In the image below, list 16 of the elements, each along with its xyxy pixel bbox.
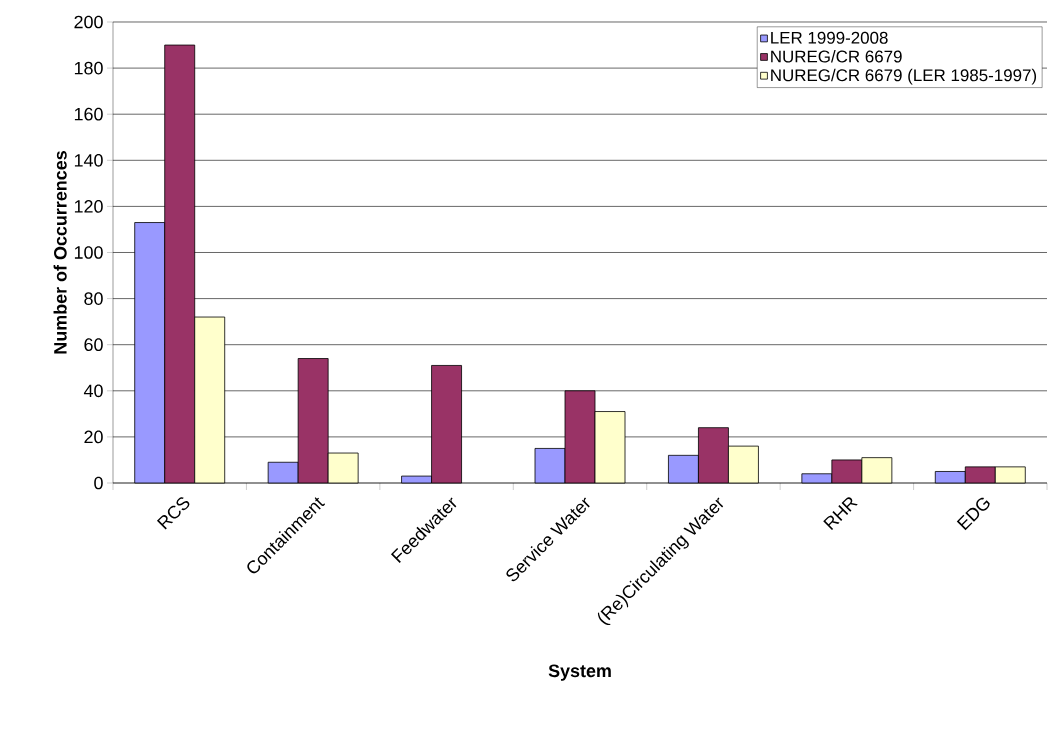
y-tick-label: 20 bbox=[84, 430, 103, 444]
x-axis-title: System bbox=[548, 664, 611, 681]
legend-label: NUREG/CR 6679 bbox=[771, 50, 902, 63]
legend-label: NUREG/CR 6679 (LER 1985-1997) bbox=[771, 68, 1037, 85]
y-tick-label: 60 bbox=[84, 338, 103, 352]
y-tick-label: 180 bbox=[74, 61, 103, 75]
y-tick-label: 200 bbox=[74, 15, 103, 29]
y-tick-label: 140 bbox=[74, 153, 103, 167]
y-tick-label: 0 bbox=[94, 476, 103, 490]
y-tick-label: 40 bbox=[83, 384, 103, 398]
y-axis-title: Number of Occurrences bbox=[53, 151, 67, 354]
y-tick-label: 160 bbox=[74, 107, 103, 121]
y-tick-label: 120 bbox=[74, 200, 103, 213]
y-tick-label: 100 bbox=[74, 246, 103, 259]
legend-label: LER 1999-2008 bbox=[771, 31, 888, 44]
y-tick-label: 80 bbox=[84, 292, 103, 305]
